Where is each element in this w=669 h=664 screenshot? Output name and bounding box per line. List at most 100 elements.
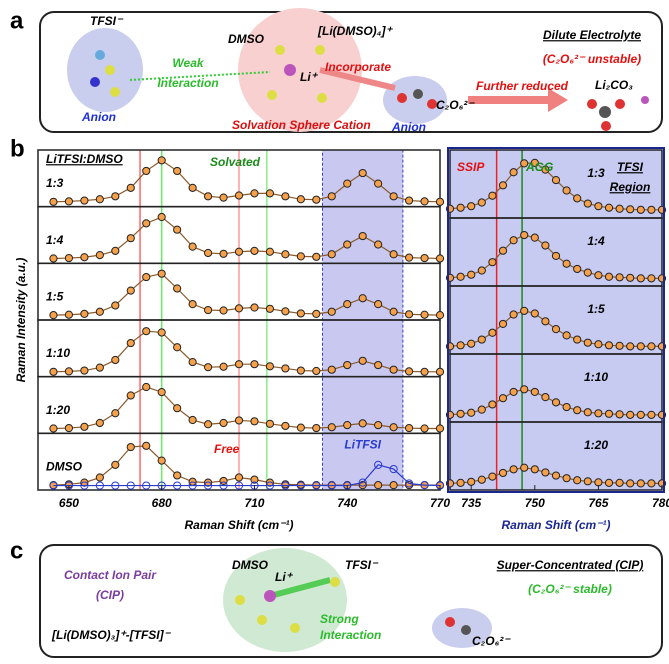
data-point <box>158 329 165 336</box>
data-point <box>65 311 72 318</box>
data-point <box>235 192 242 199</box>
data-point <box>266 363 273 370</box>
label: [Li(DMSO)₄]⁺ <box>317 24 393 38</box>
data-point <box>112 247 119 254</box>
data-point <box>158 270 165 277</box>
data-point <box>235 248 242 255</box>
label: DMSO <box>228 32 265 46</box>
x-tick-label: 680 <box>152 496 172 510</box>
data-point <box>50 255 57 262</box>
data-point <box>405 254 412 261</box>
data-point <box>65 254 72 261</box>
annotation: Region <box>610 180 651 194</box>
data-point <box>359 169 366 176</box>
data-point <box>510 237 517 244</box>
data-point <box>328 193 335 200</box>
row-label: 1:5 <box>587 302 605 316</box>
data-point <box>127 235 134 242</box>
data-point <box>489 329 496 336</box>
data-point <box>584 339 591 346</box>
panel-letter: c <box>10 537 23 564</box>
data-point <box>220 419 227 426</box>
data-point <box>616 479 623 486</box>
data-point <box>313 424 320 431</box>
data-point <box>204 421 211 428</box>
data-point <box>390 482 397 489</box>
data-point <box>297 253 304 260</box>
label: Strong <box>320 612 359 626</box>
data-point <box>251 304 258 311</box>
data-point <box>457 204 464 211</box>
data-point <box>390 251 397 258</box>
row-label: 1:10 <box>46 346 70 360</box>
x-tick-label: 765 <box>588 496 608 510</box>
data-point <box>499 182 506 189</box>
label: Anion <box>391 120 426 134</box>
data-point <box>436 255 443 262</box>
data-point <box>627 343 634 350</box>
data-point <box>637 275 644 282</box>
data-point <box>531 388 538 395</box>
data-point <box>390 424 397 431</box>
x-tick-label: 650 <box>59 496 79 510</box>
annotation: Solvated <box>210 155 261 169</box>
data-point <box>563 332 570 339</box>
label: Interaction <box>320 628 381 642</box>
data-point <box>220 250 227 257</box>
data-point <box>521 386 528 393</box>
data-point <box>574 336 581 343</box>
data-point <box>563 403 570 410</box>
data-point <box>189 301 196 308</box>
data-point <box>266 190 273 197</box>
data-point <box>375 301 382 308</box>
data-point <box>189 358 196 365</box>
data-point <box>204 364 211 371</box>
data-point <box>127 392 134 399</box>
data-point <box>574 477 581 484</box>
data-point <box>616 274 623 281</box>
x-tick-label: 735 <box>461 496 481 510</box>
data-point <box>282 193 289 200</box>
data-point <box>359 420 366 427</box>
data-point <box>595 203 602 210</box>
data-point <box>648 480 655 487</box>
data-point <box>375 361 382 368</box>
data-point <box>328 366 335 373</box>
x-tick-label: 750 <box>525 496 545 510</box>
data-point <box>457 410 464 417</box>
data-point <box>390 193 397 200</box>
data-point <box>235 361 242 368</box>
data-point <box>531 466 538 473</box>
data-point <box>531 234 538 241</box>
data-point <box>421 311 428 318</box>
data-point <box>235 305 242 312</box>
data-point <box>637 411 644 418</box>
data-point <box>489 401 496 408</box>
data-point <box>344 180 351 187</box>
data-point <box>127 184 134 191</box>
figure: a TFSI⁻ Anion Weak Interaction DMSO [Li(… <box>0 0 669 664</box>
data-point <box>359 357 366 364</box>
data-point <box>405 482 412 489</box>
label: Li⁺ <box>275 570 294 584</box>
data-point <box>50 368 57 375</box>
data-point <box>405 311 412 318</box>
data-point <box>595 341 602 348</box>
data-point <box>468 478 475 485</box>
x-axis-title: Raman Shift (cm⁻¹) <box>501 518 610 532</box>
data-point <box>627 480 634 487</box>
data-point <box>552 326 559 333</box>
annotation: Free <box>214 442 240 456</box>
data-point <box>174 472 181 479</box>
data-point <box>112 461 119 468</box>
data-point <box>143 167 150 174</box>
data-point <box>436 198 443 205</box>
data-point <box>457 479 464 486</box>
data-point <box>574 265 581 272</box>
row-label: DMSO <box>46 460 83 474</box>
label: C₂O₆²⁻ <box>472 634 511 648</box>
data-point <box>143 328 150 335</box>
label: Contact Ion Pair <box>64 568 157 582</box>
data-point <box>313 367 320 374</box>
data-point <box>648 275 655 282</box>
